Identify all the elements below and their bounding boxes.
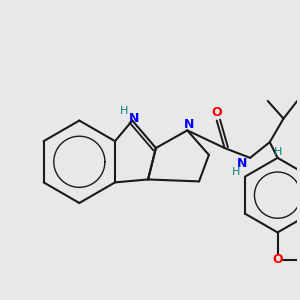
Text: O: O [272, 254, 283, 266]
Text: N: N [129, 112, 140, 125]
Text: O: O [212, 106, 222, 119]
Text: N: N [184, 118, 194, 131]
Text: H: H [120, 106, 129, 116]
Text: N: N [237, 157, 247, 170]
Text: H: H [273, 147, 282, 157]
Text: H: H [232, 167, 241, 177]
